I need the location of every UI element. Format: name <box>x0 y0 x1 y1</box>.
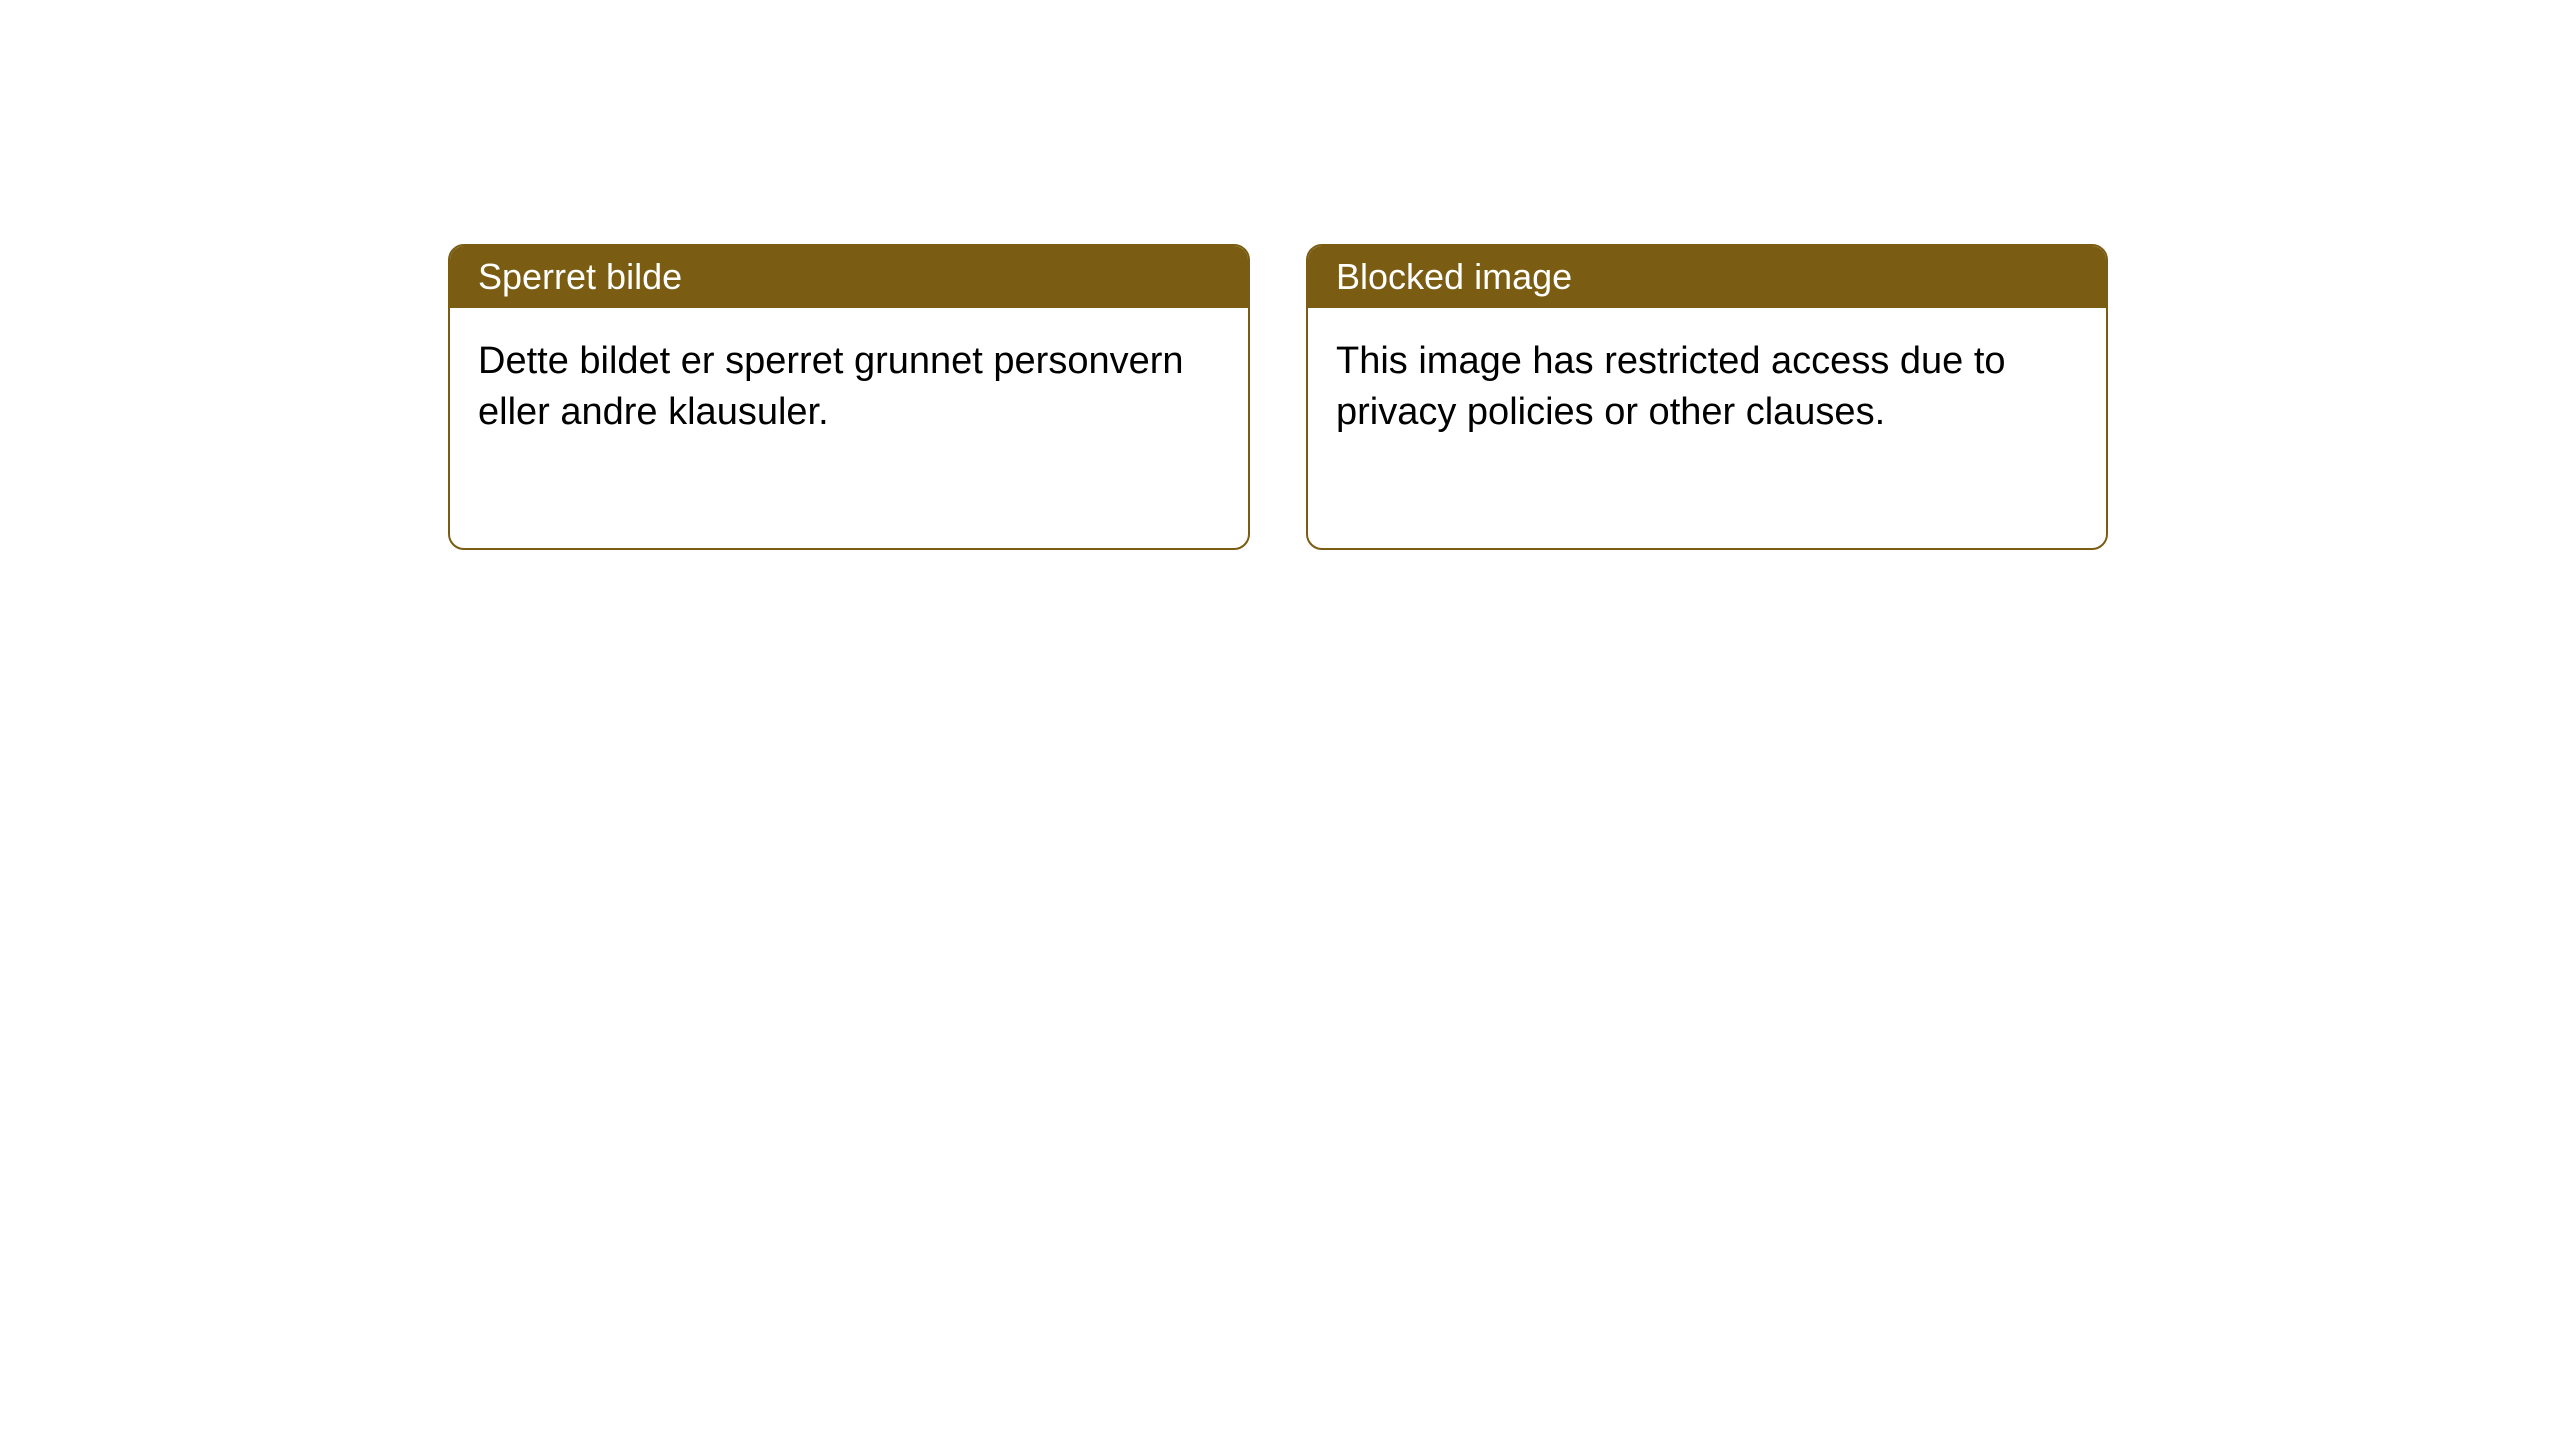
notice-body: Dette bildet er sperret grunnet personve… <box>450 308 1248 548</box>
notice-body-text: This image has restricted access due to … <box>1336 340 2006 433</box>
notice-title: Sperret bilde <box>478 256 682 297</box>
notice-container: Sperret bilde Dette bildet er sperret gr… <box>448 244 2108 550</box>
notice-body-text: Dette bildet er sperret grunnet personve… <box>478 340 1184 433</box>
notice-card-english: Blocked image This image has restricted … <box>1306 244 2108 550</box>
notice-title: Blocked image <box>1336 256 1572 297</box>
notice-header: Blocked image <box>1308 246 2106 308</box>
notice-header: Sperret bilde <box>450 246 1248 308</box>
notice-card-norwegian: Sperret bilde Dette bildet er sperret gr… <box>448 244 1250 550</box>
notice-body: This image has restricted access due to … <box>1308 308 2106 548</box>
